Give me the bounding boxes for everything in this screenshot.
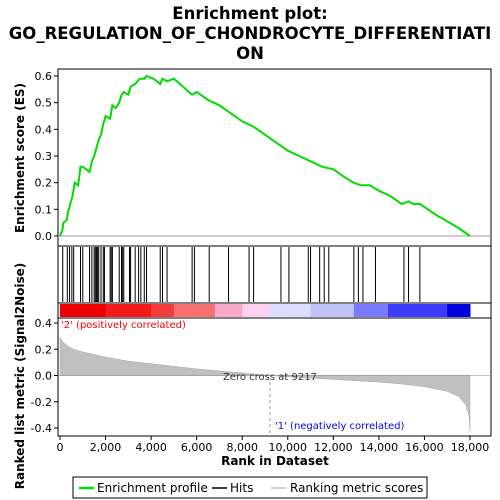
chart-title-line2: GO_REGULATION_OF_CHONDROCYTE_DIFFERENTIA… [9,24,492,43]
rank-bar-segment [447,304,471,317]
es-y-tick-label: 0.5 [35,97,53,110]
es-panel: 0.0 0.1 0.2 0.3 0.4 0.5 0.6 Enrichment score (… [13,68,492,247]
rank-color-bar [57,302,492,319]
metric-x-ticks: 0 2,000 4,000 6,000 8,000 10,000 12,000 14,000 1… [57,436,490,454]
legend-hits-label: Hits [230,481,253,495]
chart-title-line1: Enrichment plot: [172,4,327,23]
rank-bar-segment [60,304,107,317]
es-y-tick-label: 0.0 [35,230,53,243]
negative-correlation-label: '1' (negatively correlated) [275,421,404,432]
metric-y-tick-label: -0.2 [31,396,52,409]
metric-y-tick-label: 0.2 [35,343,53,356]
x-tick-label: 2,000 [90,441,122,454]
x-tick-label: 12,000 [314,441,353,454]
es-y-axis-label: Enrichment score (ES) [13,83,27,233]
enrichment-profile-line [59,74,471,237]
rank-bar-segment [242,304,271,317]
es-y-tick-label: 0.2 [35,177,53,190]
x-tick-label: 4,000 [135,441,167,454]
x-tick-label: 10,000 [269,441,308,454]
metric-y-ticks: 0.4 0.2 0.0 -0.2 -0.4 [31,317,58,435]
es-y-tick-label: 0.4 [35,123,53,136]
legend-enrichment-label: Enrichment profile [97,481,208,495]
rank-bar-segment [388,304,448,317]
es-y-tick-label: 0.6 [35,70,53,83]
rank-bar-segment [214,304,243,317]
x-axis-label: Rank in Dataset [221,454,329,468]
zero-cross-label: Zero cross at 9217 [223,372,317,383]
legend-frame [72,476,428,499]
es-panel-frame [57,68,492,247]
hits-panel [57,245,492,304]
metric-panel: Zero cross at 9217 '2' (positively corre… [13,263,492,490]
metric-y-tick-label: 0.4 [35,317,53,330]
es-y-tick-label: 0.1 [35,203,53,216]
x-tick-label: 6,000 [181,441,213,454]
rank-bar-segment [353,304,389,317]
x-tick-label: 16,000 [405,441,444,454]
legend: Enrichment profile Hits Ranking metric s… [72,476,428,499]
rank-bar-segment [310,304,355,317]
metric-y-axis-label: Ranked list metric (Signal2Noise) [13,263,27,490]
rank-bar-segment [105,304,152,317]
hit-lines [62,247,421,302]
rank-bar-segment [269,304,312,317]
x-tick-label: 0 [57,441,64,454]
rank-bar-segment [173,304,216,317]
x-tick-label: 8,000 [226,441,258,454]
es-y-ticks: 0.0 0.1 0.2 0.3 0.4 0.5 0.6 [35,70,58,243]
positive-correlation-label: '2' (positively correlated) [61,320,186,331]
metric-y-tick-label: -0.4 [31,422,52,435]
chart-title-line3: ON [236,44,264,63]
x-tick-label: 18,000 [451,441,490,454]
legend-metric-label: Ranking metric scores [290,481,423,495]
rank-bar-segment [151,304,175,317]
x-tick-label: 14,000 [360,441,399,454]
metric-y-tick-label: 0.0 [35,370,53,383]
es-y-tick-label: 0.3 [35,150,53,163]
